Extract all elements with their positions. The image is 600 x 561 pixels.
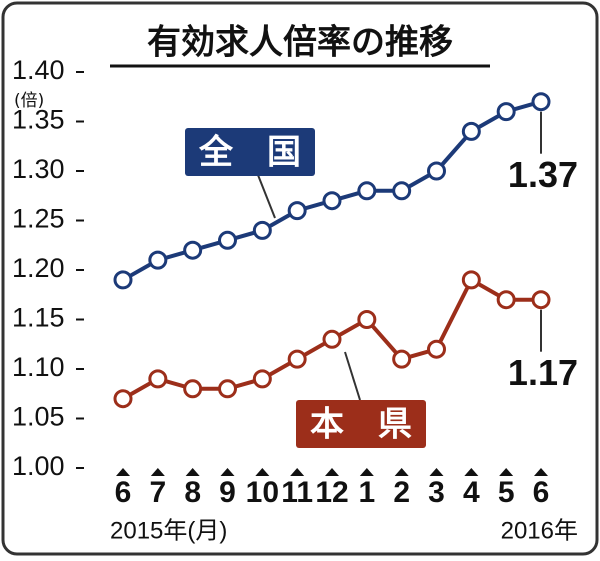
x-tick-label: 3 [428,476,445,509]
x-tick [464,468,479,476]
end-value-label: 1.17 [508,352,578,393]
legend-box [185,128,315,176]
data-point [531,92,551,112]
legend-leader [257,174,276,219]
x-tick-label: 10 [246,476,279,509]
x-tick [185,468,200,476]
x-tick-label: 2 [393,476,410,509]
x-tick [116,468,130,476]
data-point [531,290,551,310]
data-point [427,161,446,181]
x-tick-label: 4 [463,476,480,509]
data-point [357,310,377,329]
data-point [322,191,342,211]
legend-leader [344,351,361,401]
data-point [322,329,342,349]
y-tick-label: 1.00 [12,451,65,481]
data-point [148,369,168,389]
data-point [392,349,412,369]
data-point [252,369,272,389]
x-year-label: 2016年 [501,517,578,544]
y-tick-label: 1.10 [12,352,65,382]
data-point [218,379,237,399]
y-tick-label: 1.20 [12,253,65,283]
data-point [392,181,412,201]
data-point [427,339,446,359]
legend-label: 全 国 [198,133,301,173]
x-tick-label: 6 [115,476,132,509]
x-tick [150,468,165,476]
data-point [183,379,203,399]
y-tick-label: 1.15 [12,303,65,333]
y-tick-label: 1.40 [12,55,65,85]
y-tick-label: 1.25 [12,204,65,234]
data-point [183,240,203,260]
x-tick [394,468,409,476]
x-tick-label: 6 [533,476,550,509]
x-tick-label: 7 [149,476,166,509]
legend-label: 本 県 [310,405,412,445]
x-tick-label: 12 [315,476,348,509]
x-tick [429,468,444,476]
chart-title: 有効求人倍率の推移 [147,23,453,63]
y-unit: (倍) [14,91,44,111]
data-point [461,270,481,290]
x-tick [325,468,339,476]
x-tick-label: 5 [498,476,515,509]
x-tick [359,468,374,476]
data-point [357,181,377,201]
end-value-label: 1.37 [508,154,578,195]
data-point [252,220,272,240]
x-tick-label: 9 [219,476,236,509]
data-point [496,102,516,122]
x-year-label: 2015年(月) [110,517,227,544]
data-point [113,389,133,409]
legend-box [296,400,426,448]
data-point [113,270,133,290]
data-point [287,201,307,221]
x-tick [534,468,548,476]
x-tick-label: 1 [358,476,375,509]
data-point [218,230,237,250]
y-tick-label: 1.35 [12,105,65,135]
x-tick [499,468,514,476]
x-tick-label: 11 [281,476,313,509]
x-tick [255,468,270,476]
y-tick-label: 1.05 [12,402,65,432]
data-point [496,290,516,310]
data-point [287,349,307,369]
x-tick [220,468,235,476]
data-point [461,121,481,141]
y-tick-label: 1.30 [12,154,65,184]
x-tick-label: 8 [184,476,201,509]
data-point [148,250,168,270]
x-tick [290,468,305,476]
